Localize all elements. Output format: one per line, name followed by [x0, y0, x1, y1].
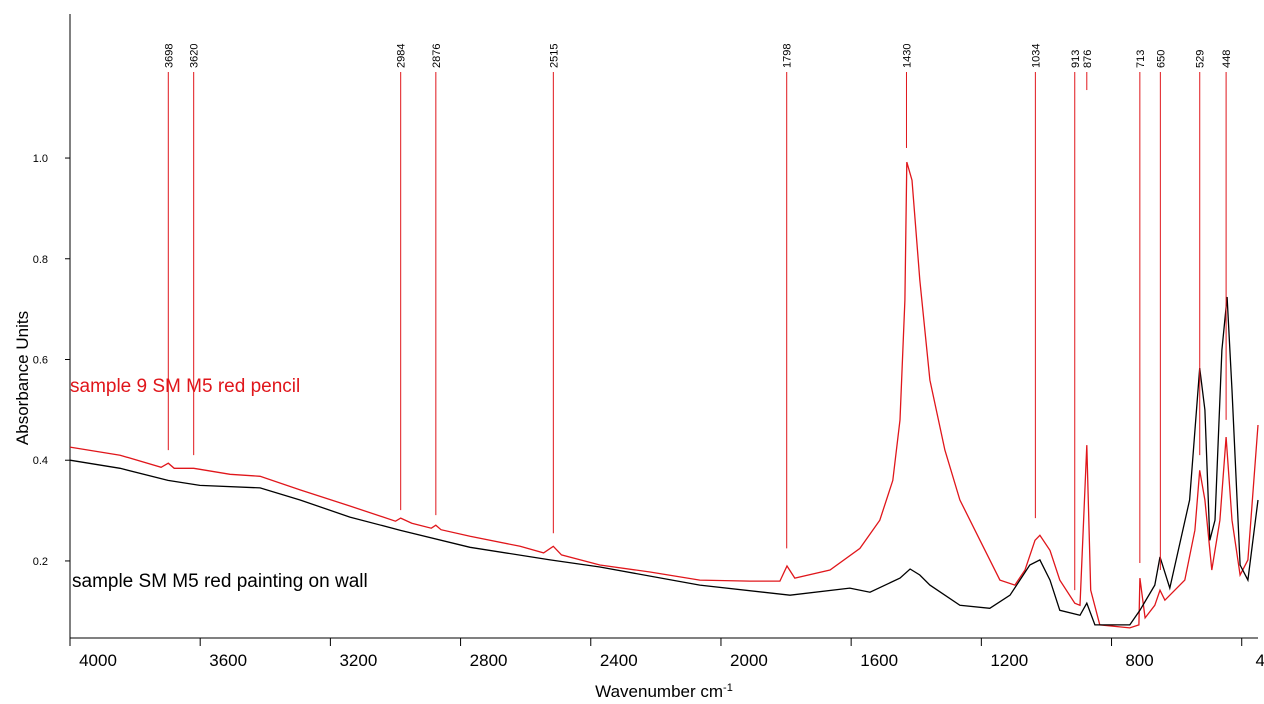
peak-label: 1798: [782, 44, 794, 68]
y-tick-label: 1.0: [33, 153, 48, 165]
series-label: sample SM M5 red painting on wall: [72, 571, 368, 592]
x-tick-label: 1200: [990, 651, 1028, 670]
x-tick-label: 400: [1256, 651, 1264, 670]
x-axis-label-superscript: -1: [723, 682, 733, 694]
series-label: sample 9 SM M5 red pencil: [70, 376, 300, 397]
x-tick-label: 2400: [600, 651, 638, 670]
x-axis-label-text: Wavenumber cm: [595, 682, 723, 701]
peak-label: 2984: [396, 44, 408, 68]
peak-label: 448: [1221, 50, 1233, 68]
peak-label: 1430: [901, 44, 913, 68]
peak-label: 913: [1070, 50, 1082, 68]
x-tick-label: 2800: [470, 651, 508, 670]
y-tick-label: 0.6: [33, 354, 48, 366]
peak-label: 3698: [163, 44, 175, 68]
peak-label: 650: [1155, 50, 1167, 68]
x-tick-label: 3200: [339, 651, 377, 670]
x-tick-label: 1600: [860, 651, 898, 670]
y-axis-label: Absorbance Units: [13, 311, 32, 445]
y-tick-label: 0.4: [33, 455, 48, 467]
peak-label: 876: [1082, 50, 1094, 68]
x-tick-label: 4000: [79, 651, 117, 670]
y-tick-label: 0.2: [33, 556, 48, 568]
x-tick-label: 3600: [209, 651, 247, 670]
peak-label: 2515: [548, 44, 560, 68]
spectrum-line: [69, 296, 1259, 626]
peak-label: 2876: [431, 44, 443, 68]
peak-label: 713: [1135, 50, 1147, 68]
peak-label: 1034: [1030, 44, 1042, 68]
x-axis-label: Wavenumber cm-1: [595, 682, 733, 701]
y-tick-label: 0.8: [33, 254, 48, 266]
spectrum-line: [69, 161, 1259, 629]
peak-label: 529: [1195, 50, 1207, 68]
peak-label: 3620: [189, 44, 201, 68]
x-tick-label: 800: [1125, 651, 1153, 670]
x-tick-label: 2000: [730, 651, 768, 670]
